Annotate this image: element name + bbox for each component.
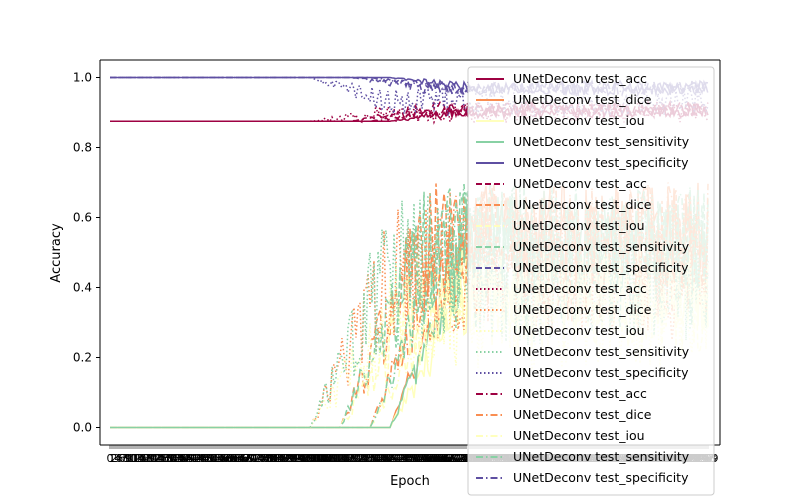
legend-label: UNetDeconv test_acc xyxy=(513,281,647,296)
legend-label: UNetDeconv test_acc xyxy=(513,386,647,401)
y-tick-label: 0.4 xyxy=(73,281,92,295)
legend-label: UNetDeconv test_dice xyxy=(513,302,652,317)
legend-label: UNetDeconv test_acc xyxy=(513,71,647,86)
y-tick-label: 0.0 xyxy=(73,421,92,435)
legend-label: UNetDeconv test_dice xyxy=(513,92,652,107)
legend-label: UNetDeconv test_sensitivity xyxy=(513,239,690,254)
legend-label: UNetDeconv test_iou xyxy=(513,323,645,338)
legend-label: UNetDeconv test_iou xyxy=(513,218,645,233)
y-tick-label: 0.6 xyxy=(73,211,92,225)
legend-label: UNetDeconv test_sensitivity xyxy=(513,344,690,359)
legend-label: UNetDeconv test_specificity xyxy=(513,365,689,380)
y-tick-label: 1.0 xyxy=(73,71,92,85)
legend-label: UNetDeconv test_iou xyxy=(513,428,645,443)
legend-label: UNetDeconv test_specificity xyxy=(513,260,689,275)
x-axis-label: Epoch xyxy=(390,474,430,489)
legend-label: UNetDeconv test_dice xyxy=(513,407,652,422)
y-tick-label: 0.2 xyxy=(73,351,92,365)
y-axis-label: Accuracy xyxy=(49,223,64,283)
legend-label: UNetDeconv test_specificity xyxy=(513,155,689,170)
y-tick-label: 0.8 xyxy=(73,141,92,155)
legend-label: UNetDeconv test_sensitivity xyxy=(513,449,690,464)
legend-label: UNetDeconv test_acc xyxy=(513,176,647,191)
legend-label: UNetDeconv test_iou xyxy=(513,113,645,128)
legend-label: UNetDeconv test_sensitivity xyxy=(513,134,690,149)
legend-label: UNetDeconv test_dice xyxy=(513,197,652,212)
legend-label: UNetDeconv test_specificity xyxy=(513,470,689,485)
legend: UNetDeconv test_acc UNetDeconv test_dice U… xyxy=(468,67,714,495)
